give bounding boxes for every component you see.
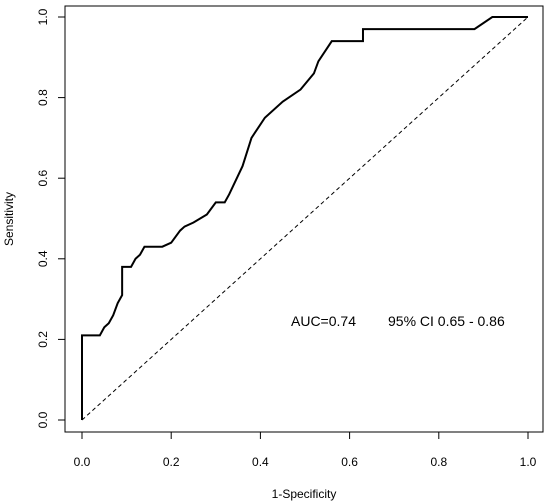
x-tick-label: 0.6 <box>341 455 358 469</box>
ci-annotation: 95% CI 0.65 - 0.86 <box>388 313 505 329</box>
y-tick-label: 0.0 <box>36 411 50 428</box>
x-axis: 0.0 0.2 0.4 0.6 0.8 1.0 <box>74 431 537 469</box>
y-tick-label: 0.4 <box>36 250 50 267</box>
y-axis: 0.0 0.2 0.4 0.6 0.8 1.0 <box>36 8 66 428</box>
series-layer <box>81 16 529 421</box>
plot-frame <box>64 5 544 433</box>
x-tick-label: 0.8 <box>430 455 447 469</box>
x-axis-label: 1-Specificity <box>272 487 337 501</box>
y-tick-label: 0.2 <box>36 331 50 348</box>
y-tick-label: 0.6 <box>36 170 50 187</box>
y-tick-label: 1.0 <box>36 8 50 25</box>
x-tick-label: 0.2 <box>163 455 180 469</box>
y-tick-label: 0.8 <box>36 89 50 106</box>
x-tick-label: 1.0 <box>520 455 537 469</box>
y-axis-label: Sensitivity <box>2 192 16 246</box>
x-tick-label: 0.4 <box>252 455 269 469</box>
reference-diagonal-line <box>81 16 529 421</box>
auc-annotation: AUC=0.74 <box>291 313 356 329</box>
roc-curve-line <box>81 16 528 420</box>
x-tick-label: 0.0 <box>74 455 91 469</box>
